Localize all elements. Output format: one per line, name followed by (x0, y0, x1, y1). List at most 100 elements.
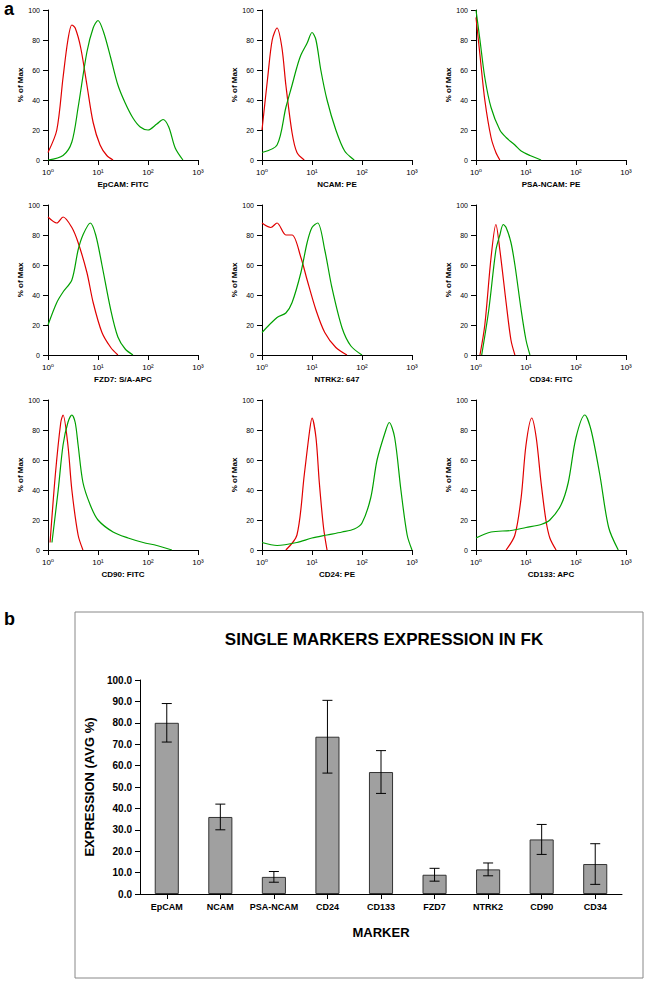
svg-text:EpCAM: EpCAM (151, 902, 183, 912)
svg-text:NCAM: PE: NCAM: PE (317, 180, 357, 189)
svg-text:b: b (4, 609, 15, 629)
svg-text:a: a (4, 0, 15, 19)
svg-text:60: 60 (460, 457, 468, 464)
svg-text:0: 0 (250, 547, 254, 554)
svg-text:100: 100 (28, 7, 40, 14)
svg-text:% of Max: % of Max (444, 457, 453, 492)
svg-text:10¹: 10¹ (306, 558, 318, 567)
svg-text:% of Max: % of Max (16, 457, 25, 492)
svg-text:100: 100 (456, 7, 468, 14)
svg-text:20: 20 (32, 127, 40, 134)
svg-text:20: 20 (32, 322, 40, 329)
svg-text:80: 80 (460, 232, 468, 239)
svg-text:% of Max: % of Max (16, 262, 25, 297)
svg-text:20: 20 (246, 322, 254, 329)
svg-text:60: 60 (32, 262, 40, 269)
svg-text:10¹: 10¹ (92, 168, 104, 177)
svg-text:FZD7: S/A-APC: FZD7: S/A-APC (94, 375, 152, 384)
svg-text:20: 20 (246, 127, 254, 134)
svg-text:0: 0 (36, 157, 40, 164)
svg-text:100: 100 (28, 202, 40, 209)
svg-text:CD90: FITC: CD90: FITC (101, 570, 144, 579)
svg-text:CD34: FITC: CD34: FITC (529, 375, 572, 384)
svg-text:10⁰: 10⁰ (42, 168, 54, 177)
svg-text:20.0: 20.0 (113, 846, 133, 857)
svg-text:10¹: 10¹ (92, 558, 104, 567)
svg-text:100: 100 (456, 397, 468, 404)
svg-text:0: 0 (250, 352, 254, 359)
svg-text:80: 80 (32, 427, 40, 434)
svg-text:100: 100 (242, 397, 254, 404)
svg-text:10¹: 10¹ (520, 558, 532, 567)
svg-text:CD24: CD24 (316, 902, 339, 912)
svg-text:10¹: 10¹ (520, 168, 532, 177)
svg-text:40: 40 (246, 292, 254, 299)
svg-text:10²: 10² (570, 558, 582, 567)
svg-text:80: 80 (246, 232, 254, 239)
svg-text:40: 40 (460, 97, 468, 104)
svg-text:40: 40 (460, 487, 468, 494)
svg-text:40: 40 (32, 292, 40, 299)
svg-text:FZD7: FZD7 (423, 902, 446, 912)
svg-text:10³: 10³ (406, 168, 418, 177)
svg-text:10²: 10² (142, 168, 154, 177)
svg-text:10¹: 10¹ (92, 363, 104, 372)
svg-text:100.0: 100.0 (107, 675, 132, 686)
svg-text:10²: 10² (356, 363, 368, 372)
svg-text:60: 60 (246, 457, 254, 464)
svg-text:70.0: 70.0 (113, 739, 133, 750)
svg-text:10²: 10² (570, 168, 582, 177)
svg-text:10⁰: 10⁰ (470, 168, 482, 177)
svg-text:10⁰: 10⁰ (42, 363, 54, 372)
svg-text:10³: 10³ (406, 558, 418, 567)
svg-text:10³: 10³ (192, 363, 204, 372)
svg-text:NTRK2: NTRK2 (473, 902, 503, 912)
svg-text:60: 60 (460, 262, 468, 269)
svg-text:40: 40 (32, 487, 40, 494)
svg-text:40.0: 40.0 (113, 803, 133, 814)
svg-text:10³: 10³ (620, 168, 632, 177)
svg-text:60: 60 (460, 67, 468, 74)
svg-text:80: 80 (246, 427, 254, 434)
svg-text:60.0: 60.0 (113, 760, 133, 771)
svg-text:80: 80 (246, 37, 254, 44)
svg-text:CD24: PE: CD24: PE (319, 570, 356, 579)
svg-text:10⁰: 10⁰ (256, 168, 268, 177)
svg-text:40: 40 (460, 292, 468, 299)
svg-text:100: 100 (242, 202, 254, 209)
svg-text:80: 80 (32, 37, 40, 44)
svg-text:% of Max: % of Max (16, 67, 25, 102)
svg-text:10¹: 10¹ (520, 363, 532, 372)
svg-text:0: 0 (464, 157, 468, 164)
svg-text:10²: 10² (356, 168, 368, 177)
svg-text:40: 40 (32, 97, 40, 104)
svg-text:% of Max: % of Max (230, 67, 239, 102)
svg-text:0: 0 (36, 547, 40, 554)
svg-text:EXPRESSION (AVG %): EXPRESSION (AVG %) (82, 717, 97, 856)
svg-text:10²: 10² (142, 363, 154, 372)
svg-text:10⁰: 10⁰ (470, 363, 482, 372)
svg-text:40: 40 (246, 97, 254, 104)
svg-text:20: 20 (460, 517, 468, 524)
svg-text:% of Max: % of Max (444, 67, 453, 102)
svg-text:% of Max: % of Max (230, 262, 239, 297)
svg-text:40: 40 (246, 487, 254, 494)
svg-text:EpCAM: FITC: EpCAM: FITC (97, 180, 148, 189)
svg-text:10⁰: 10⁰ (256, 363, 268, 372)
svg-text:10³: 10³ (192, 558, 204, 567)
svg-text:NCAM: NCAM (207, 902, 234, 912)
svg-text:10⁰: 10⁰ (42, 558, 54, 567)
svg-text:10²: 10² (142, 558, 154, 567)
svg-text:100: 100 (28, 397, 40, 404)
svg-text:PSA-NCAM: PE: PSA-NCAM: PE (522, 180, 581, 189)
svg-text:60: 60 (246, 67, 254, 74)
svg-text:0: 0 (36, 352, 40, 359)
svg-text:80: 80 (460, 427, 468, 434)
svg-text:10⁰: 10⁰ (470, 558, 482, 567)
svg-text:10²: 10² (356, 558, 368, 567)
svg-text:80.0: 80.0 (113, 717, 133, 728)
svg-text:0: 0 (464, 352, 468, 359)
svg-text:50.0: 50.0 (113, 782, 133, 793)
svg-text:10³: 10³ (620, 558, 632, 567)
svg-text:10¹: 10¹ (306, 363, 318, 372)
